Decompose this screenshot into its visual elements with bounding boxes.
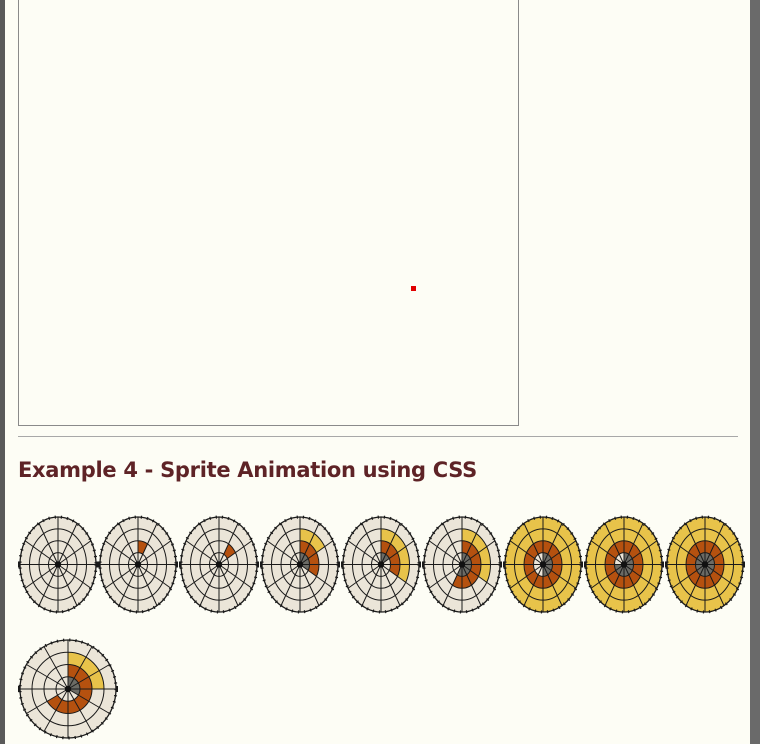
window-scrollbar-edge[interactable] xyxy=(750,0,760,744)
sprite-frame-8 xyxy=(584,515,664,614)
red-dot-marker xyxy=(411,286,416,291)
section-heading: Example 4 - Sprite Animation using CSS xyxy=(18,458,478,482)
sprite-frame-1 xyxy=(18,515,98,614)
sprite-frame-10 xyxy=(18,638,118,740)
sprite-frame-5 xyxy=(341,515,421,614)
sprite-frame-4 xyxy=(260,515,340,614)
sprite-frame-3 xyxy=(179,515,259,614)
sprite-frame-2 xyxy=(98,515,178,614)
drawing-canvas[interactable] xyxy=(18,0,519,426)
section-divider xyxy=(18,436,738,437)
window-edge-left xyxy=(0,0,5,744)
sprite-frame-7 xyxy=(503,515,583,614)
sprite-frame-9 xyxy=(665,515,745,614)
sprite-frame-6 xyxy=(422,515,502,614)
